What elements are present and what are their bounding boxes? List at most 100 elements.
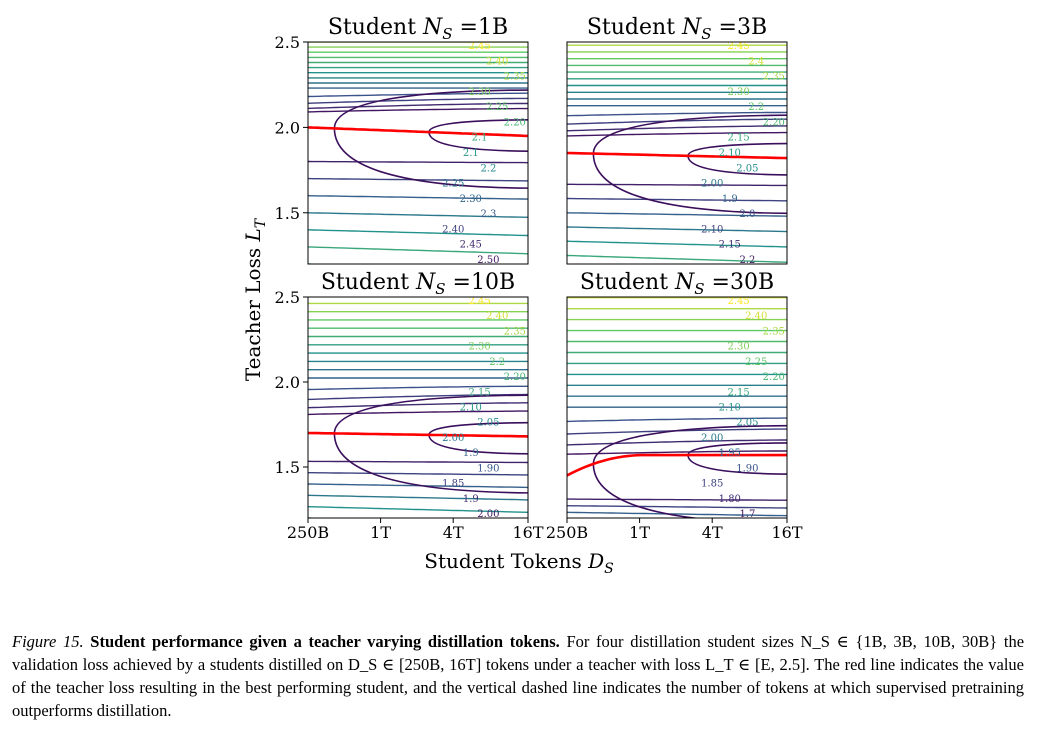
contour-label: 2.10: [701, 224, 723, 235]
contour-label: 2.35: [763, 326, 785, 337]
contour-label: 2.45: [460, 240, 482, 251]
contour-label: 2.20: [504, 372, 526, 383]
figure-caption: Figure 15. Student performance given a t…: [12, 630, 1024, 722]
contour-label: 2.05: [736, 418, 758, 429]
contour-line: [567, 240, 787, 248]
contour-line: [308, 107, 528, 113]
contour-label: 2.20: [763, 372, 785, 383]
contour-label: 2.0: [739, 209, 755, 220]
contour-label: 2.30: [727, 87, 749, 98]
contour-label: 2.45: [468, 41, 490, 52]
contour-label: 2.45: [727, 41, 749, 52]
contour-label: 2.00: [477, 509, 499, 520]
contour-line: [308, 472, 528, 476]
y-tick-label: 2.5: [275, 33, 300, 52]
panel-4: 2.45 2.40 2.35 2.30 2.25 2.20 2.15 2.10 2.05 2.00…: [546, 270, 803, 542]
contour-line: [308, 517, 331, 518]
contour-label: 2.4: [748, 56, 764, 67]
contour-label: 2.30: [468, 342, 490, 353]
contour-label: 2.25: [745, 357, 767, 368]
contour-label: 2.45: [468, 296, 490, 307]
contour-label: 2.20: [763, 117, 785, 128]
contour-label: 2.20: [504, 117, 526, 128]
contour-label: 2.05: [477, 418, 499, 429]
contour-line: [308, 460, 528, 464]
contour-line: [308, 402, 528, 409]
contour-label: 2.10: [719, 403, 741, 414]
contour-line: [308, 212, 528, 218]
caption-text: For four distillation student sizes N_S …: [12, 632, 1025, 720]
contour-line: [567, 498, 787, 501]
contour-line: [567, 417, 787, 423]
contour-label: 2.30: [460, 194, 482, 205]
panel-title: Student NS =3B: [587, 15, 767, 43]
contour-label: 1.85: [442, 479, 464, 490]
contour-line: [308, 195, 528, 200]
contour-line: [567, 111, 787, 117]
contour-label: 1.80: [719, 494, 741, 505]
contour-label: 2.00: [701, 433, 723, 444]
contour-line: [308, 506, 528, 513]
contour-label: 2.2: [748, 102, 764, 113]
contour-line: [567, 212, 787, 217]
contour-figure: 2.452.402.352.302.252.202.12.12.22.252.3…: [241, 15, 803, 577]
contour-label: 2.30: [468, 87, 490, 98]
contour-label: 1.9: [463, 448, 479, 459]
contour-line: [308, 97, 528, 104]
contour-label: 2.2: [739, 255, 755, 266]
contour-label: 2.40: [442, 224, 464, 235]
contour-line: [308, 494, 528, 501]
x-tick-label: 4T: [702, 523, 723, 542]
contour-label: 2.1: [463, 148, 479, 159]
contour-label: 2.10: [719, 148, 741, 159]
contour-label: 2.35: [504, 326, 526, 337]
contour-line: [567, 519, 787, 524]
panel-1: 2.452.402.352.302.252.202.12.12.22.252.3…: [275, 15, 529, 266]
contour-label: 2.30: [727, 342, 749, 353]
contour-label: 1.95: [719, 448, 741, 459]
contour-line: [308, 246, 528, 255]
contour-label: 1.90: [477, 463, 499, 474]
optimal-teacher-line: [308, 431, 528, 438]
panel-frame: [566, 41, 788, 265]
contour-line: [567, 439, 787, 446]
contour-line: [308, 393, 528, 401]
contour-label: 2.40: [486, 311, 508, 322]
optimal-teacher-line: [567, 453, 787, 477]
panel-frame: [566, 296, 788, 519]
contour-line: [567, 505, 787, 509]
x-tick-label: 16T: [771, 523, 802, 542]
contour-label: 2.35: [763, 72, 785, 83]
contour-label: 2.40: [745, 311, 767, 322]
contour-label: 2.50: [477, 255, 499, 266]
contour-label: 2.2: [480, 163, 496, 174]
panel-title: Student NS =30B: [580, 270, 774, 298]
panel-frame: [307, 296, 529, 519]
panel-title: Student NS =1B: [328, 15, 508, 43]
x-tick-label: 250B: [546, 523, 588, 542]
contour-label: 1.90: [736, 463, 758, 474]
contour-label: 2.2: [489, 357, 505, 368]
y-tick-label: 1.5: [275, 204, 300, 223]
contour-line: [567, 511, 787, 517]
y-tick-label: 1.5: [275, 458, 300, 477]
contour-line: [567, 125, 787, 132]
contour-label: 2.10: [460, 403, 482, 414]
contour-label: 2.45: [727, 296, 749, 307]
contour-line: [308, 229, 528, 237]
contour-line: [308, 102, 528, 110]
caption-label: Figure 15.: [12, 632, 84, 651]
optimal-teacher-line: [308, 126, 528, 138]
panel-title: Student NS =10B: [321, 270, 515, 298]
panel-2: 2.45 2.4 2.35 2.30 2.2 2.20 2.15 2.10 2.05 2.00 1.…: [566, 15, 788, 266]
x-tick-label: 1T: [370, 523, 391, 542]
contour-line: [308, 410, 528, 416]
x-tick-label: 4T: [443, 523, 464, 542]
contour-line: [567, 526, 787, 532]
contour-label: 2.40: [486, 56, 508, 67]
contour-label: 1.85: [701, 479, 723, 490]
contour-label: 2.15: [719, 240, 741, 251]
x-tick-label: 1T: [629, 523, 650, 542]
contour-label: 2.3: [480, 209, 496, 220]
contour-line: [567, 197, 787, 202]
